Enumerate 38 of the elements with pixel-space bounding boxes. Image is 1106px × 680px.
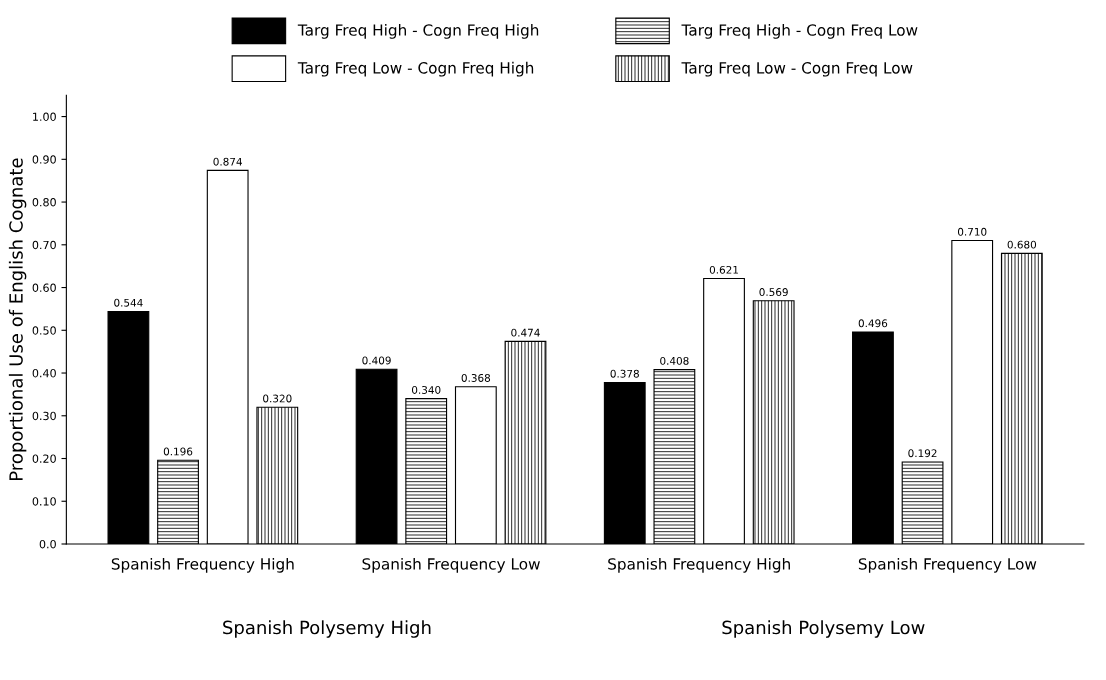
data-label: 0.680 <box>1007 240 1037 249</box>
x-tick-label: Spanish Frequency Low <box>858 557 1037 573</box>
data-label: 0.340 <box>411 386 441 394</box>
y-tick-label: 1.00 <box>33 112 56 121</box>
y-tick-label: 0.60 <box>32 283 56 292</box>
y-tick-label: 0.50 <box>32 326 56 335</box>
data-label: 0.569 <box>759 288 788 296</box>
data-label: 0.544 <box>114 298 143 307</box>
legend-label: Targ Freq Low - Cogn Freq High <box>297 61 534 77</box>
x-tick-label: Spanish Frequency Low <box>362 557 540 573</box>
data-label: 0.378 <box>610 369 639 378</box>
data-label: 0.192 <box>908 449 937 458</box>
y-tick-label: 0.20 <box>32 454 56 463</box>
data-label: 0.196 <box>163 447 193 456</box>
y-tick-label: 0.40 <box>32 369 56 378</box>
data-label: 0.408 <box>660 356 689 365</box>
data-label: 0.874 <box>213 157 242 166</box>
data-label: 0.320 <box>263 394 292 403</box>
y-tick-label: 0.70 <box>32 240 56 250</box>
y-tick-label: 0.30 <box>32 411 56 421</box>
text: Spanish Polysemy High <box>223 620 431 638</box>
y-tick-label: 0.80 <box>32 198 56 207</box>
y-axis-title: Proportional Use of English Cognate <box>8 158 27 480</box>
x-tick-label: Spanish Frequency High <box>608 557 790 573</box>
data-label: 0.474 <box>511 328 540 337</box>
data-label: 0.710 <box>957 227 987 236</box>
data-label: 0.409 <box>362 356 391 365</box>
x-tick-label: Spanish Frequency High <box>111 557 294 573</box>
data-label: 0.621 <box>709 265 738 274</box>
data-label: 0.496 <box>858 319 888 328</box>
data-label: 0.368 <box>461 374 491 382</box>
y-tick-label: 0.10 <box>32 497 56 506</box>
legend-label: Targ Freq High - Cogn Freq High <box>297 24 539 39</box>
legend-label: Targ Freq High - Cogn Freq Low <box>681 24 918 39</box>
y-tick-label: 0.0 <box>39 539 56 549</box>
text: Spanish Polysemy Low <box>722 620 925 638</box>
y-tick-label: 0.90 <box>32 155 56 164</box>
legend-label: Targ Freq Low - Cogn Freq Low <box>681 62 913 77</box>
